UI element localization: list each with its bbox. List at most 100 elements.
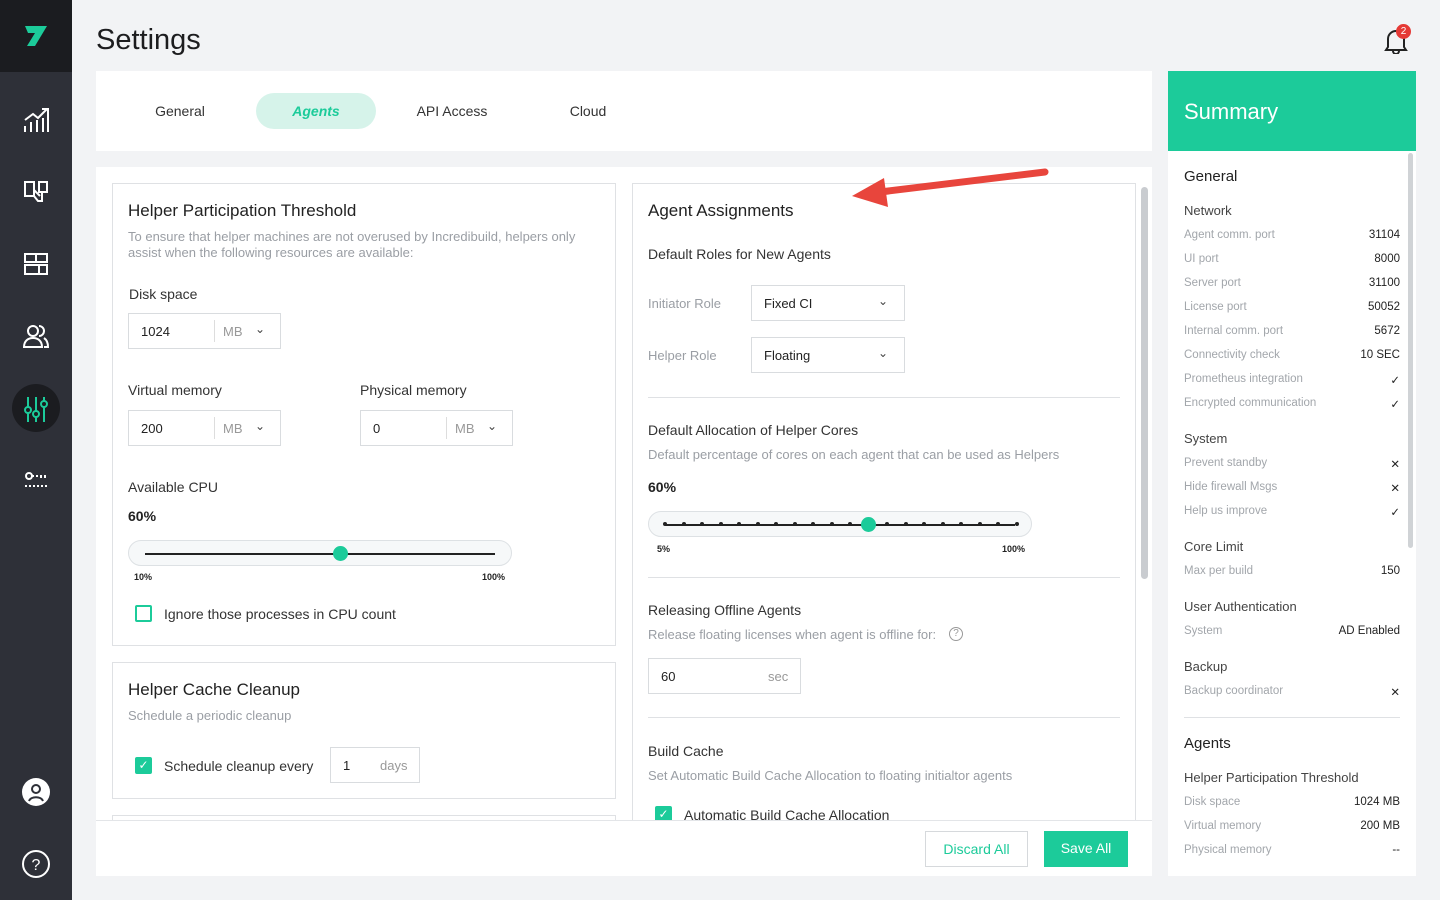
summary-row: Agent comm. port 31104 [1184,229,1400,241]
divider [648,397,1120,398]
tab-general[interactable]: General [155,103,205,119]
summary-label: Connectivity check [1184,349,1280,361]
page-title: Settings [96,24,201,56]
slider-step-dot [755,522,760,526]
scrollbar[interactable] [1141,187,1148,579]
nav-licenses[interactable] [12,456,60,504]
summary-row: Help us improve ✓ [1184,505,1400,519]
offline-seconds-input[interactable]: 60 sec [648,658,801,694]
initiator-role-select[interactable]: Fixed CI ⌄ [751,285,905,321]
summary-value: 10 SEC [1360,349,1400,361]
summary-row: Encrypted communication ✓ [1184,397,1400,411]
nav-help[interactable]: ? [12,840,60,888]
nav-analytics[interactable] [12,96,60,144]
cleanup-days-input[interactable]: 1 days [330,747,420,783]
users-icon [22,325,50,348]
nav-layout[interactable] [12,240,60,288]
virtual-memory-input[interactable]: 200 MB ⌄ [128,410,281,446]
summary-row: Max per build 150 [1184,565,1400,577]
slider-step-dot [996,522,1001,526]
nav-settings[interactable] [12,384,60,432]
panel-description: Schedule a periodic cleanup [128,708,292,723]
slider-step-dot [922,522,927,526]
machines-icon [24,181,48,202]
seconds-value: 60 [661,669,676,684]
slider-step-dot [977,522,982,526]
settings-content: Helper Participation Threshold To ensure… [96,167,1152,876]
slider-step-dot [959,522,964,526]
chevron-down-icon: ⌄ [255,419,266,433]
summary-section-general: General [1184,168,1238,185]
schedule-cleanup-checkbox[interactable]: ✓ [135,757,152,774]
summary-value: 5672 [1374,325,1400,337]
cpu-slider[interactable] [128,540,512,566]
disk-value: 1024 [141,324,170,339]
offline-title: Releasing Offline Agents [648,602,802,618]
divider [648,577,1120,578]
summary-row: Prometheus integration ✓ [1184,373,1400,387]
schedule-cleanup-label: Schedule cleanup every [164,758,314,774]
summary-value: 8000 [1374,253,1400,265]
slider-handle[interactable] [333,546,349,561]
summary-row: Physical memory -- [1184,844,1400,856]
key-icon [25,472,47,487]
helper-role-select[interactable]: Floating ⌄ [751,337,905,373]
summary-label: System [1184,625,1223,637]
slider-step-dot [737,522,742,526]
summary-row: License port 50052 [1184,301,1400,313]
nav-profile[interactable] [12,768,60,816]
ignore-processes-checkbox[interactable] [135,605,152,622]
summary-row: Disk space 1024 MB [1184,796,1400,808]
nav-agents[interactable] [12,168,60,216]
summary-panel: Summary General Network Agent comm. port 31… [1168,71,1416,876]
roles-title: Default Roles for New Agents [648,246,831,262]
summary-subsection-threshold: Helper Participation Threshold [1184,770,1359,785]
alloc-slider[interactable] [648,511,1032,537]
chevron-down-icon: ⌄ [878,294,889,308]
chevron-down-icon: ⌄ [878,346,889,360]
agent-assignments-panel: Agent Assignments Default Roles for New … [632,183,1136,876]
grid-icon [24,253,48,275]
summary-subsection-system: System [1184,431,1228,446]
save-all-button[interactable]: Save All [1044,831,1128,867]
help-icon: ? [22,850,50,878]
slider-step-dot [681,522,686,526]
nav-users[interactable] [12,312,60,360]
seconds-unit: sec [768,669,789,684]
days-value: 1 [343,758,351,773]
summary-scrollbar[interactable] [1408,153,1413,548]
physical-unit-select[interactable]: MB [455,421,475,436]
physical-memory-input[interactable]: 0 MB ⌄ [360,410,513,446]
tab-api-access[interactable]: API Access [416,103,488,119]
helper-role-label: Helper Role [648,348,717,363]
logo[interactable] [0,0,72,72]
tab-cloud[interactable]: Cloud [569,103,607,119]
panel-description: To ensure that helper machines are not o… [128,229,576,260]
summary-label: Help us improve [1184,505,1268,517]
alloc-value: 60% [648,479,677,495]
sliders-icon [24,397,48,422]
panel-title: Agent Assignments [648,201,794,220]
sidebar: ? [0,0,72,900]
summary-label: Backup coordinator [1184,685,1284,697]
summary-label: Server port [1184,277,1241,289]
summary-subsection-core-limit: Core Limit [1184,539,1244,554]
slider-step-dot [940,522,945,526]
helper-threshold-panel: Helper Participation Threshold To ensure… [112,183,616,646]
slider-handle[interactable] [861,517,877,532]
summary-subsection-backup: Backup [1184,659,1228,674]
summary-value: 31100 [1368,277,1400,289]
tab-agents[interactable]: Agents [256,93,376,129]
summary-value: 50052 [1368,301,1400,313]
virtual-unit-select[interactable]: MB [223,421,243,436]
chevron-down-icon: ⌄ [255,322,266,336]
disk-space-input[interactable]: 1024 MB ⌄ [128,313,281,349]
summary-value: AD Enabled [1338,625,1400,637]
divider [1184,717,1400,718]
discard-all-button[interactable]: Discard All [925,831,1028,867]
physical-memory-label: Physical memory [360,382,467,398]
disk-unit-select[interactable]: MB [223,324,243,339]
help-tooltip-icon[interactable]: ? [949,627,963,641]
svg-text:?: ? [32,857,41,874]
summary-section-agents: Agents [1184,735,1231,752]
